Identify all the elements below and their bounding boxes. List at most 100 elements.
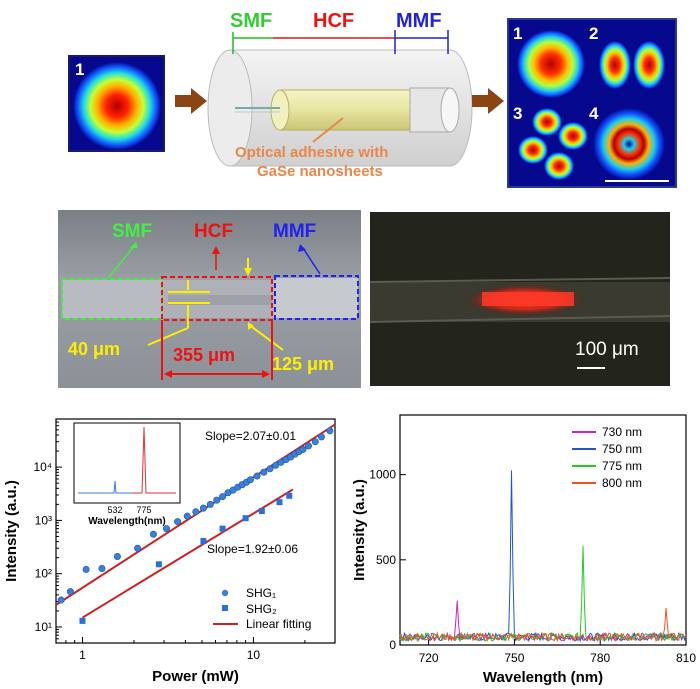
shg1-point	[253, 472, 261, 480]
fit-slope-label-2: Slope=1.92±0.06	[207, 542, 298, 556]
x-tick-label: 720	[419, 651, 439, 665]
y-tick-label: 10²	[35, 567, 52, 581]
inset-tick-775: 775	[136, 505, 151, 515]
output-mode-number-2: 2	[589, 24, 599, 43]
shg1-point	[113, 553, 121, 561]
fit-line	[81, 488, 294, 619]
dimension-355um: 355 μm	[173, 345, 236, 365]
y-axis-label: Intensity (a.u.)	[351, 479, 368, 581]
shg1-point	[174, 518, 182, 526]
legend-label-shg2: SHG₂	[246, 602, 277, 616]
inset-peak-532	[78, 480, 132, 494]
shg1-point	[98, 565, 106, 573]
shg1-point	[305, 442, 313, 450]
shg-spectrum-chart: 720 750 780 810 0 500 1000 Wavelength (nm) Inten…	[351, 414, 696, 686]
micro-smf-label: SMF	[112, 221, 153, 242]
shg2-point	[276, 499, 283, 506]
shg1-point	[213, 496, 221, 504]
x-tick-label: 10	[247, 648, 261, 662]
y-tick-label: 1000	[369, 468, 396, 482]
output-mode-number-3: 3	[513, 104, 523, 123]
schematic-smf-label: SMF	[230, 10, 273, 32]
micrograph-left-drawing	[61, 242, 359, 380]
shg1-point	[199, 504, 207, 512]
shg2-point	[219, 525, 226, 532]
micro-mmf-label: MMF	[273, 221, 317, 242]
legend-marker-shg2	[222, 605, 228, 611]
x-tick-label: 810	[676, 651, 696, 665]
y-tick-label: 10⁴	[33, 460, 52, 474]
inset-x-label: Wavelength(nm)	[88, 516, 165, 527]
legend-label: 730 nm	[602, 425, 642, 439]
shg1-point	[192, 508, 200, 516]
inset-frame	[73, 422, 181, 504]
legend-marker-shg1	[221, 589, 229, 597]
shg2-point	[155, 561, 162, 568]
micrograph-right: 100 μm	[370, 212, 670, 386]
arrow-icon	[175, 88, 207, 114]
shg1-point	[311, 438, 319, 446]
shg1-point	[272, 461, 280, 469]
arrow-icon	[472, 88, 504, 114]
input-mode-number: 1	[75, 60, 85, 79]
plot-frame	[55, 418, 336, 644]
shg2-point	[79, 617, 86, 624]
shg1-point	[183, 512, 191, 520]
output-mode-number-4: 4	[589, 104, 599, 123]
fit-slope-label-1: Slope=2.07±0.01	[205, 429, 296, 443]
shg1-point	[162, 525, 170, 533]
annotation-line-2: GaSe nanosheets	[257, 163, 383, 180]
inset-peak-775	[132, 426, 176, 494]
spectrum-line	[399, 470, 687, 643]
shg1-point	[299, 445, 307, 453]
shg1-point	[266, 465, 274, 473]
y-tick-label: 500	[376, 553, 396, 567]
shg1-point	[246, 476, 254, 484]
shg1-point	[219, 493, 227, 501]
shg-power-chart: 1 10 10¹ 10² 10³ 10⁴ Power (mW) Intensity (a.u.…	[3, 418, 336, 685]
spectrum-line	[399, 608, 687, 643]
output-mode-number-1: 1	[513, 24, 523, 43]
legend-label: 750 nm	[602, 442, 642, 456]
output-mode-profiles	[509, 20, 675, 186]
shg1-point	[206, 500, 214, 508]
micrograph-right-drawing	[370, 212, 670, 386]
dimension-125um: 125 μm	[272, 354, 335, 374]
x-tick-label: 1	[79, 648, 86, 662]
shg1-point	[57, 596, 65, 604]
legend-label-fit: Linear fitting	[246, 617, 311, 631]
dimension-40um: 40 μm	[68, 339, 121, 359]
shg2-point	[200, 538, 207, 545]
shg1-point	[149, 530, 157, 538]
legend-label-shg1: SHG₁	[246, 586, 276, 600]
shg2-point	[286, 492, 293, 499]
shg1-point	[317, 433, 325, 441]
x-axis-label: Power (mW)	[152, 668, 239, 685]
y-tick-label: 0	[389, 638, 396, 652]
fiber-schematic: SMF HCF MMF Optical adhesive with GaSe n…	[205, 8, 480, 183]
scale-bar-label: 100 μm	[575, 339, 639, 360]
y-axis-label: Intensity (a.u.)	[3, 480, 20, 582]
x-axis-label: Wavelength (nm)	[483, 669, 603, 686]
y-tick-label: 10¹	[35, 620, 52, 634]
shg1-point	[260, 468, 268, 476]
x-tick-label: 750	[504, 651, 524, 665]
output-modes-panel: 1 2 3 4	[507, 18, 677, 188]
shg1-point	[326, 427, 334, 435]
legend-label: 800 nm	[602, 476, 642, 490]
shg1-point	[134, 544, 142, 552]
fiber-drawing	[207, 30, 473, 167]
shg1-point	[66, 588, 74, 596]
legend-label: 775 nm	[602, 459, 642, 473]
input-mode-profile	[70, 57, 163, 150]
input-mode-panel: 1	[68, 55, 165, 152]
x-tick-label: 780	[590, 651, 610, 665]
schematic-mmf-label: MMF	[396, 10, 442, 32]
shg1-point	[82, 565, 90, 573]
annotation-line-1: Optical adhesive with	[235, 144, 389, 161]
micrograph-left: SMF HCF MMF 40 μm 355 μm 125 μm	[58, 210, 361, 388]
inset-tick-532: 532	[107, 505, 122, 515]
shg2-point	[258, 508, 265, 515]
shg2-point	[242, 515, 249, 522]
schematic-hcf-label: HCF	[313, 10, 355, 32]
